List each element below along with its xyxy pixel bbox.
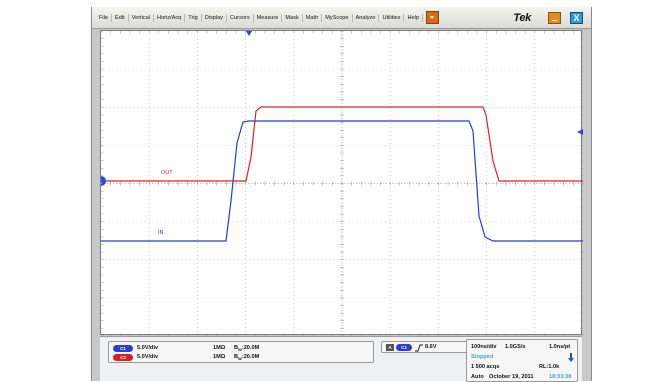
rising-edge-icon — [415, 344, 423, 352]
menu-bar: File Edit Vertical Horiz/Acq Trig Displa… — [92, 7, 591, 29]
ch2-badge[interactable]: C2 — [113, 354, 133, 361]
menu-measure[interactable]: Measure — [254, 13, 283, 22]
sample-rate: 1.0GS/s — [505, 344, 526, 350]
menu-help[interactable]: Help — [404, 13, 423, 22]
menu-analyze[interactable]: Analyze — [353, 13, 380, 22]
menu-edit[interactable]: Edit — [112, 13, 129, 22]
acquisition-time: 18:33:38 — [549, 374, 572, 380]
timebase: 100ns/div — [471, 344, 497, 350]
menu-myscope[interactable]: MyScope — [322, 13, 353, 22]
trigger-level: 8.6V — [425, 344, 437, 350]
ch2-bandwidth-sub: W — [238, 356, 242, 362]
ch1-bandwidth-value: :20.0M — [241, 345, 260, 351]
ch1-impedance: 1MΩ — [213, 345, 226, 351]
out-waveform-label: OUT — [161, 170, 173, 176]
trigger-run-mode: Auto — [471, 374, 484, 380]
channel-settings-panel[interactable]: C1 5.0V/div 1MΩ BW:20.0M C2 5.0V/div 1MΩ… — [108, 341, 374, 363]
trigger-source-badge: C1 — [396, 344, 412, 351]
minimize-button[interactable] — [548, 12, 561, 24]
ch1-scale: 5.0V/div — [137, 345, 159, 351]
menu-trig[interactable]: Trig — [185, 13, 202, 22]
trigger-settings-panel[interactable]: A C1 8.6V — [381, 341, 469, 353]
menu-file[interactable]: File — [96, 13, 113, 22]
run-stop-arrow-icon[interactable] — [568, 353, 574, 362]
ch1-bandwidth-sub: W — [238, 347, 242, 353]
ch1-bandwidth: BW:20.0M — [234, 345, 259, 352]
ch2-bandwidth-prefix: B — [234, 354, 239, 360]
menu-utilities[interactable]: Utilities — [379, 13, 405, 22]
trigger-position-marker-icon[interactable] — [246, 31, 252, 36]
in-waveform-label: IN — [158, 230, 164, 236]
trigger-mode-badge: A — [386, 344, 394, 351]
acquisition-panel[interactable]: 100ns/div 1.0GS/s 1.0ns/pt Stopped 1 500… — [466, 339, 578, 382]
ch2-bandwidth-value: :20.0M — [241, 354, 260, 360]
in-waveform-trace — [101, 120, 583, 242]
waveform-display: OUT IN 1 — [100, 30, 583, 336]
acquisition-state: Stopped — [471, 354, 494, 360]
graticule-svg: OUT IN 1 — [101, 31, 583, 336]
ch2-scale: 5.0V/div — [137, 354, 159, 360]
trigger-level-marker-icon[interactable] — [577, 129, 583, 135]
menu-mask[interactable]: Mask — [282, 13, 303, 22]
ch2-bandwidth: BW:20.0M — [234, 354, 259, 361]
menu-vertical[interactable]: Vertical — [129, 13, 154, 22]
menu-math[interactable]: Math — [303, 13, 323, 22]
oscilloscope-window: File Edit Vertical Horiz/Acq Trig Displa… — [91, 7, 592, 382]
ch1-bandwidth-prefix: B — [234, 345, 239, 351]
menu-cursors[interactable]: Cursors — [227, 13, 254, 22]
menu-display[interactable]: Display — [202, 13, 228, 22]
ch1-ground-marker-label: 1 — [101, 180, 102, 186]
acquisition-count: 1 500 acqs — [471, 364, 500, 370]
status-bar: C1 5.0V/div 1MΩ BW:20.0M C2 5.0V/div 1MΩ… — [100, 336, 582, 382]
ch1-badge[interactable]: C1 — [113, 345, 133, 352]
ch2-impedance: 1MΩ — [213, 354, 226, 360]
dropdown-arrow-icon[interactable] — [425, 11, 439, 24]
close-button[interactable]: X — [570, 12, 583, 24]
brand-logo: Tek — [513, 12, 531, 24]
resolution: 1.0ns/pt — [549, 344, 571, 350]
ch1-ground-marker-icon[interactable] — [101, 176, 106, 186]
out-waveform-trace — [101, 106, 583, 182]
acquisition-date: October 19, 2011 — [489, 374, 534, 380]
menu-horiz-acq[interactable]: Horiz/Acq — [154, 13, 186, 22]
record-length: RL:1.0k — [539, 364, 560, 370]
graticule-grid — [101, 31, 583, 336]
